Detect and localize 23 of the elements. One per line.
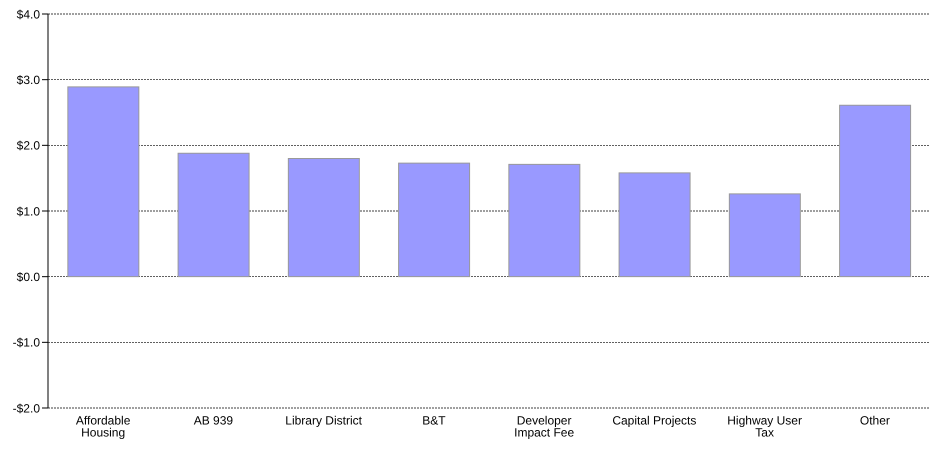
x-tick-label: B&T [422,414,446,428]
x-tick-label: Affordable Housing [76,414,131,440]
y-tick-label: $3.0 [16,72,40,87]
x-tick-label: Highway User Tax [727,414,802,440]
bar [728,193,801,278]
x-tick-label: AB 939 [194,414,234,428]
x-tick-label: Library District [285,414,363,428]
y-tick-label: $2.0 [16,138,40,153]
y-tick-label: -$1.0 [12,336,40,350]
y-tick-label: $0.0 [16,270,40,284]
y-tick-label: -$2.0 [12,401,40,416]
bar [178,152,250,278]
bar [288,158,360,278]
x-tick-label: Developer Impact Fee [514,414,574,440]
bar [839,104,912,278]
bar [398,162,470,278]
bar [508,164,580,278]
bar [67,86,140,278]
bar [618,172,691,278]
x-tick-label: Capital Projects [612,414,696,428]
y-tick-label: $1.0 [16,204,40,218]
y-tick-label: $4.0 [16,7,40,22]
x-tick-label: Other [860,414,890,428]
